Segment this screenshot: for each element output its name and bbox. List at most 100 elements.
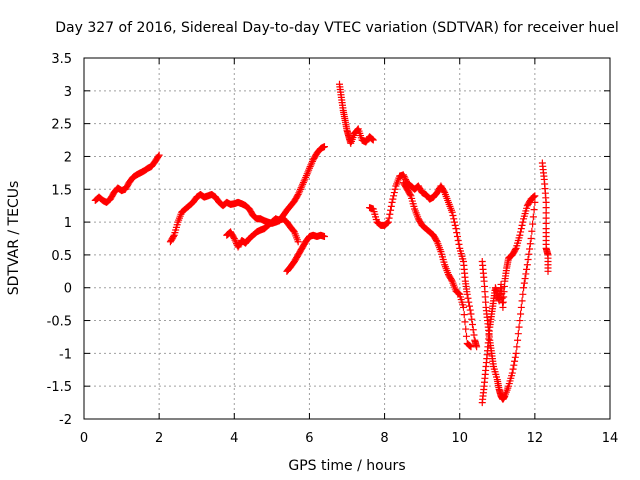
data-point bbox=[298, 182, 306, 190]
x-tick-label: 12 bbox=[527, 431, 544, 446]
data-point bbox=[512, 349, 520, 357]
axis-ticks: 0 2 4 6 8 10 12 14 -2 -1.5 -1 -0.5 0 0.5 1 1.5 2 2.5 3 3.5 bbox=[47, 52, 619, 446]
data-point bbox=[450, 218, 458, 226]
x-tick-label: 0 bbox=[80, 431, 88, 446]
data-point bbox=[399, 171, 407, 179]
data-point bbox=[308, 157, 316, 165]
data-point bbox=[521, 275, 529, 283]
data-point bbox=[531, 198, 539, 206]
data-point bbox=[383, 219, 391, 227]
data-point bbox=[516, 317, 524, 325]
data-point bbox=[454, 289, 462, 297]
data-point bbox=[387, 206, 395, 214]
data-point bbox=[384, 219, 392, 227]
data-point bbox=[453, 229, 461, 237]
data-point bbox=[514, 336, 522, 344]
data-point bbox=[369, 136, 377, 144]
data-point bbox=[520, 279, 528, 287]
data-point bbox=[440, 187, 448, 195]
data-point bbox=[526, 240, 534, 248]
chart-title: Day 327 of 2016, Sidereal Day-to-day VTE… bbox=[55, 20, 618, 36]
y-tick-label: -0.5 bbox=[47, 315, 72, 330]
x-tick-label: 14 bbox=[602, 431, 619, 446]
data-point bbox=[385, 214, 393, 222]
data-point bbox=[524, 256, 532, 264]
data-point bbox=[450, 215, 458, 223]
x-tick-label: 10 bbox=[451, 431, 468, 446]
data-point bbox=[231, 236, 239, 244]
data-point bbox=[525, 250, 533, 258]
data-point bbox=[522, 270, 530, 278]
data-point bbox=[463, 290, 471, 298]
x-axis-label: GPS time / hours bbox=[288, 458, 405, 474]
data-point bbox=[390, 192, 398, 200]
data-point bbox=[432, 236, 440, 244]
data-point bbox=[354, 126, 362, 134]
data-point bbox=[462, 332, 470, 340]
y-axis-label: SDTVAR / TECUs bbox=[6, 181, 22, 296]
data-point bbox=[454, 236, 462, 244]
data-point bbox=[529, 213, 537, 221]
plot-frame bbox=[83, 57, 611, 420]
data-point bbox=[169, 233, 177, 241]
data-point bbox=[300, 177, 308, 185]
data-point bbox=[453, 233, 461, 241]
y-tick-label: 0.5 bbox=[51, 249, 72, 264]
data-point bbox=[518, 221, 526, 229]
data-point bbox=[384, 218, 392, 226]
data-point bbox=[517, 228, 525, 236]
data-point bbox=[466, 342, 474, 350]
data-point bbox=[530, 192, 538, 200]
data-point bbox=[400, 172, 408, 180]
data-point bbox=[391, 185, 399, 193]
data-point bbox=[389, 195, 397, 203]
data-point bbox=[294, 191, 302, 199]
data-point bbox=[449, 212, 457, 220]
data-point bbox=[459, 303, 467, 311]
data-point bbox=[465, 302, 473, 310]
data-point bbox=[461, 318, 469, 326]
data-point bbox=[469, 326, 477, 334]
y-tick-label: 1 bbox=[64, 216, 72, 231]
data-point bbox=[455, 240, 463, 248]
data-point bbox=[530, 206, 538, 214]
data-point bbox=[509, 365, 517, 373]
data-point bbox=[511, 353, 519, 361]
data-point bbox=[468, 320, 476, 328]
data-point bbox=[299, 180, 307, 188]
data-point bbox=[296, 187, 304, 195]
data-point bbox=[528, 227, 536, 235]
y-tick-label: 2 bbox=[64, 150, 72, 165]
data-point bbox=[467, 310, 475, 318]
x-tick-label: 4 bbox=[230, 431, 238, 446]
data-point bbox=[230, 233, 238, 241]
data-point bbox=[468, 315, 476, 323]
data-point bbox=[508, 369, 516, 377]
data-point bbox=[531, 192, 539, 200]
y-tick-label: 0 bbox=[64, 282, 72, 297]
data-point bbox=[451, 221, 459, 229]
data-point bbox=[544, 267, 552, 275]
y-tick-label: -2 bbox=[59, 413, 72, 428]
data-point bbox=[320, 143, 328, 151]
data-points bbox=[91, 80, 552, 407]
data-point bbox=[519, 218, 527, 226]
data-point bbox=[386, 210, 394, 218]
data-point bbox=[523, 265, 531, 273]
data-point bbox=[296, 185, 304, 193]
data-point bbox=[390, 189, 398, 197]
data-point bbox=[387, 202, 395, 210]
y-tick-label: 1.5 bbox=[51, 183, 72, 198]
data-point bbox=[305, 164, 313, 172]
data-point bbox=[448, 208, 456, 216]
data-point bbox=[297, 184, 305, 192]
data-point bbox=[369, 135, 377, 143]
data-point bbox=[447, 276, 455, 284]
data-point bbox=[467, 343, 475, 351]
y-tick-label: -1.5 bbox=[47, 380, 72, 395]
y-tick-label: 2.5 bbox=[51, 118, 72, 133]
data-point bbox=[518, 297, 526, 305]
data-point bbox=[155, 151, 163, 159]
y-tick-label: 3.5 bbox=[51, 52, 72, 67]
